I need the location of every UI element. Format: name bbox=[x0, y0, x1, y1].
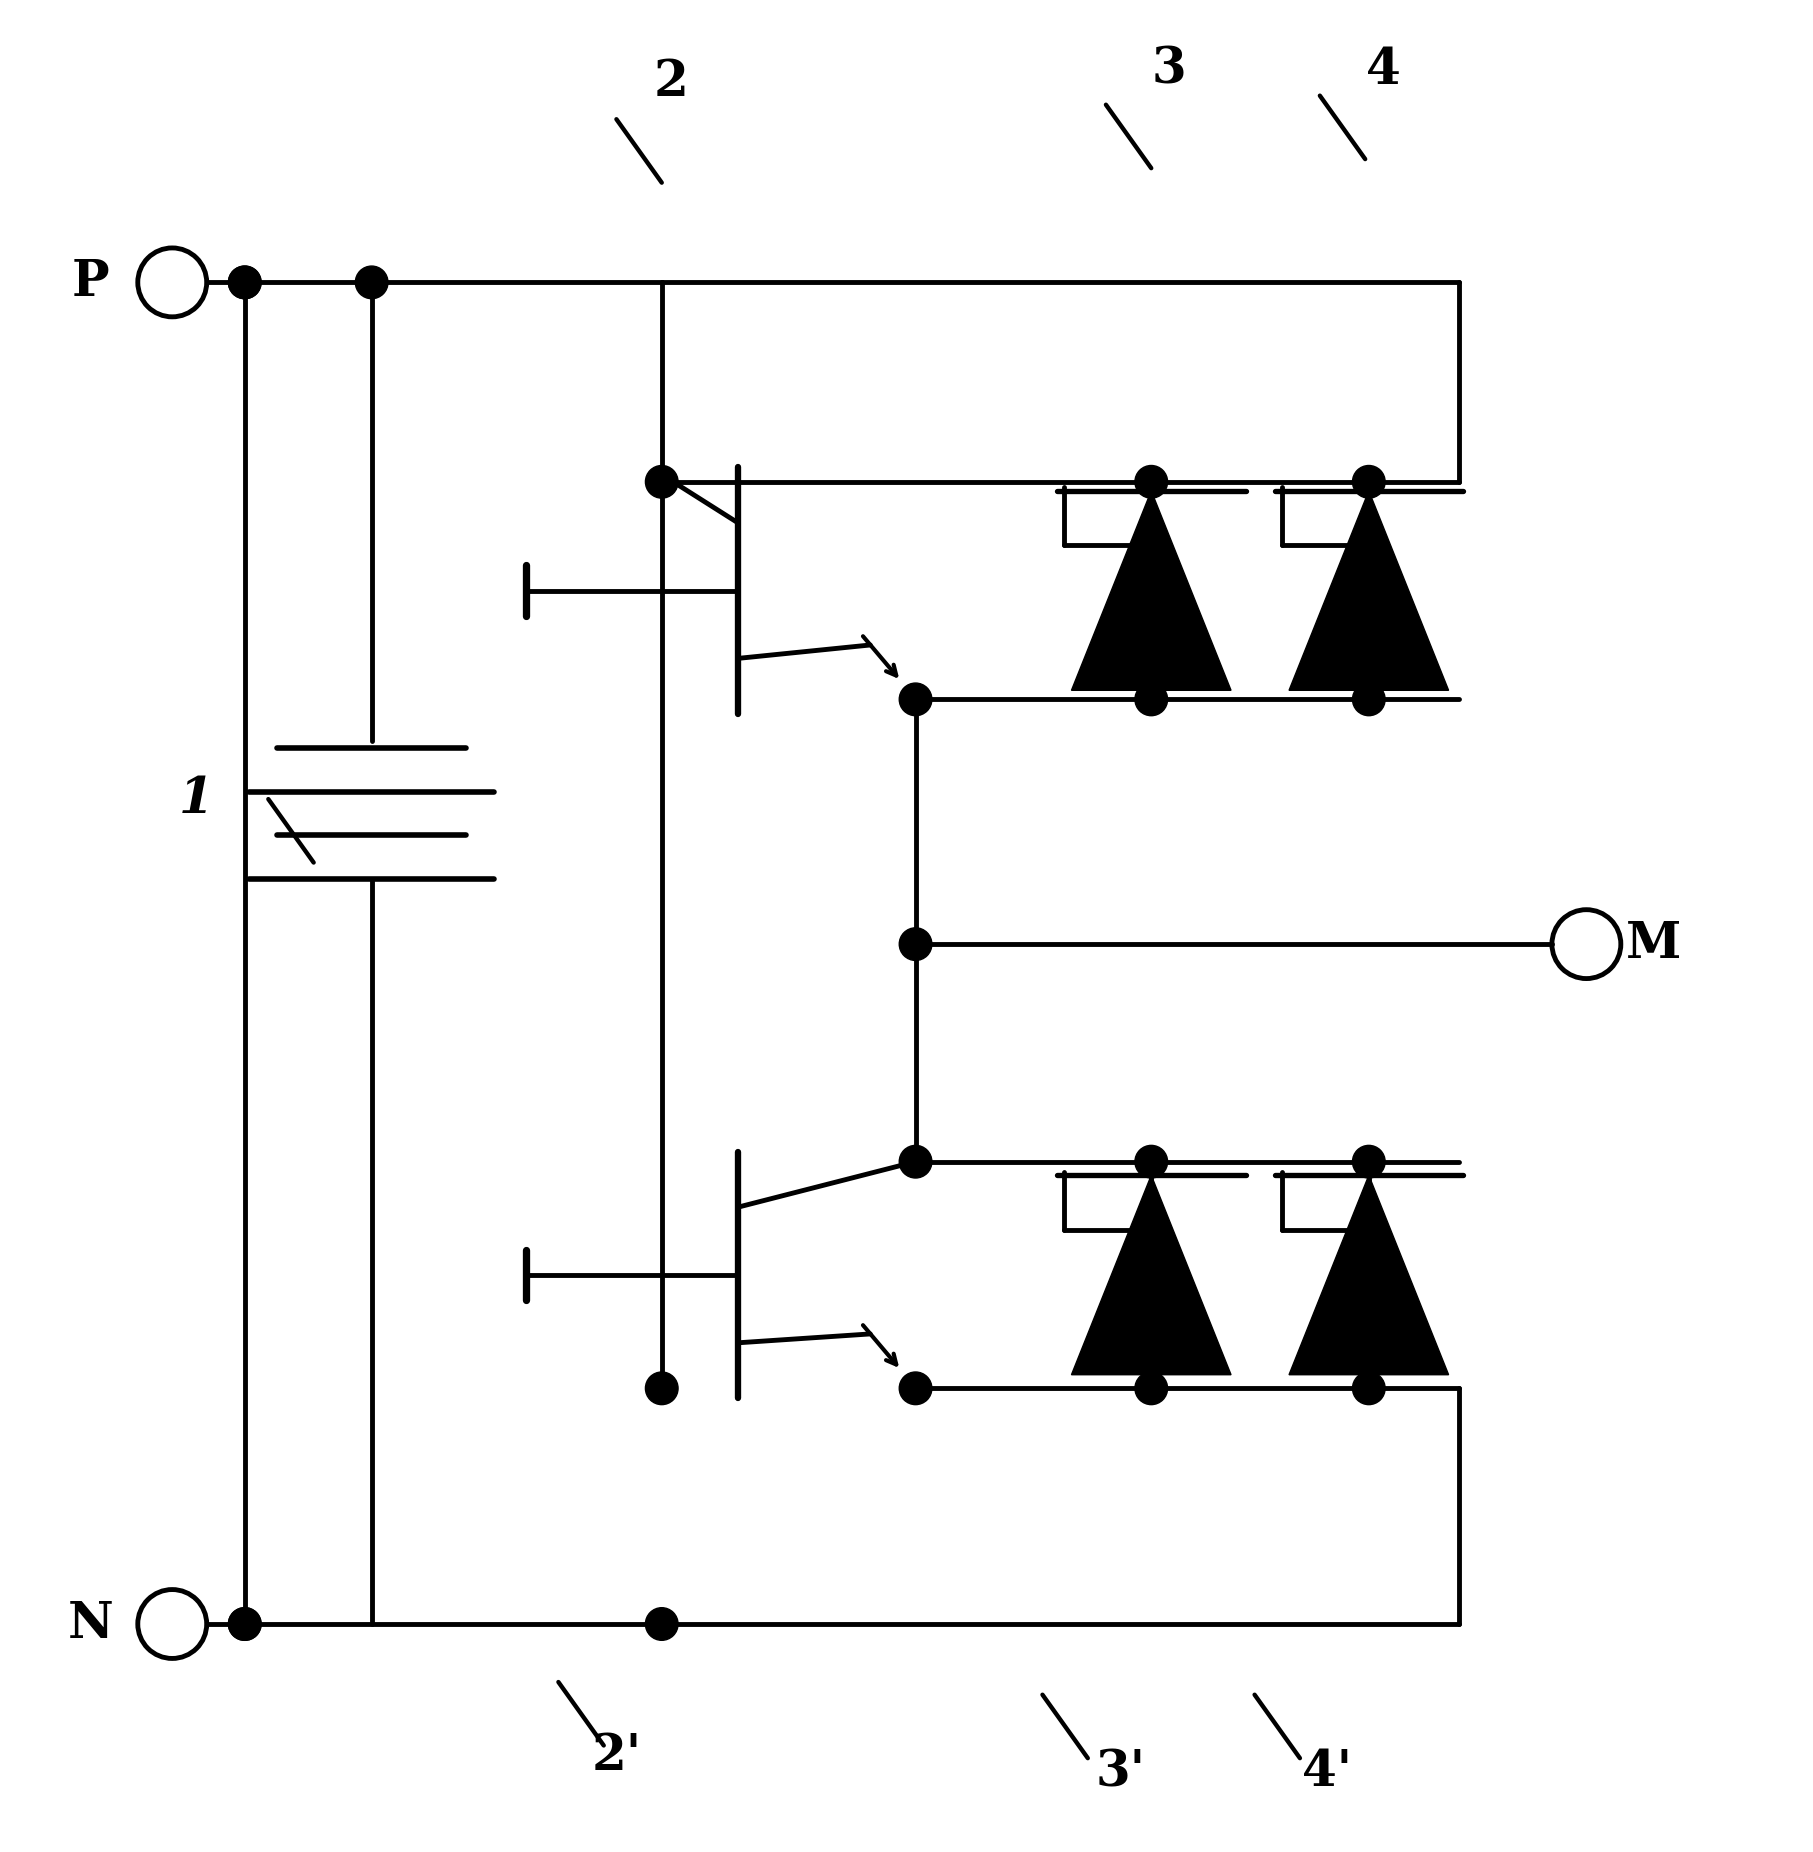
Circle shape bbox=[228, 1608, 261, 1641]
Circle shape bbox=[899, 928, 932, 961]
Circle shape bbox=[1352, 1145, 1385, 1178]
Circle shape bbox=[899, 1145, 932, 1178]
Circle shape bbox=[899, 683, 932, 715]
Polygon shape bbox=[1071, 491, 1231, 691]
Circle shape bbox=[1352, 683, 1385, 715]
Text: 2: 2 bbox=[653, 59, 689, 107]
Circle shape bbox=[1352, 1372, 1385, 1404]
Circle shape bbox=[1135, 1145, 1168, 1178]
Circle shape bbox=[899, 1372, 932, 1404]
Circle shape bbox=[355, 267, 388, 298]
Circle shape bbox=[228, 1608, 261, 1641]
Circle shape bbox=[645, 1372, 678, 1404]
Text: M: M bbox=[1626, 920, 1681, 969]
Text: 1: 1 bbox=[178, 774, 214, 824]
Circle shape bbox=[1352, 465, 1385, 498]
Text: P: P bbox=[73, 257, 109, 307]
Text: 4: 4 bbox=[1365, 46, 1401, 94]
Circle shape bbox=[228, 267, 261, 298]
Text: 2': 2' bbox=[591, 1732, 642, 1782]
Circle shape bbox=[1135, 683, 1168, 715]
Circle shape bbox=[645, 465, 678, 498]
Polygon shape bbox=[1289, 491, 1449, 691]
Circle shape bbox=[228, 267, 261, 298]
Circle shape bbox=[645, 1608, 678, 1641]
Text: N: N bbox=[67, 1600, 114, 1648]
Polygon shape bbox=[1289, 1176, 1449, 1374]
Polygon shape bbox=[1071, 1176, 1231, 1374]
Text: 3': 3' bbox=[1095, 1748, 1146, 1796]
Text: 4': 4' bbox=[1302, 1748, 1352, 1796]
Circle shape bbox=[1135, 465, 1168, 498]
Text: 3: 3 bbox=[1151, 46, 1188, 94]
Circle shape bbox=[1135, 1372, 1168, 1404]
